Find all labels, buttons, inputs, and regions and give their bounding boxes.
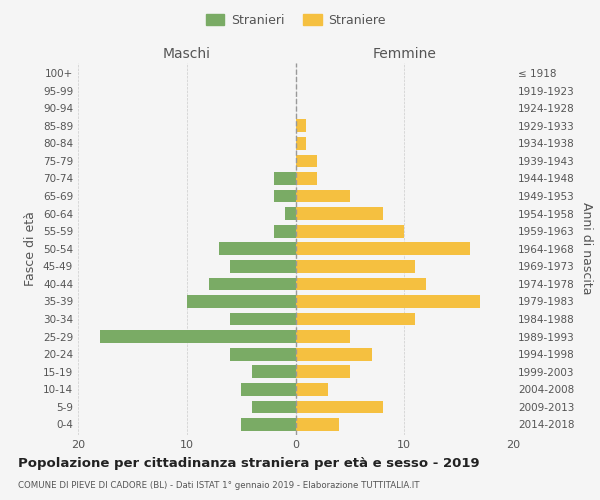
Bar xyxy=(230,260,296,272)
Bar xyxy=(230,312,296,326)
Bar xyxy=(296,400,383,413)
Text: Femmine: Femmine xyxy=(373,46,436,60)
Bar xyxy=(296,120,307,132)
Bar xyxy=(296,154,317,167)
Bar xyxy=(252,400,296,413)
Bar xyxy=(296,278,426,290)
Bar xyxy=(296,225,404,237)
Text: COMUNE DI PIEVE DI CADORE (BL) - Dati ISTAT 1° gennaio 2019 - Elaborazione TUTTI: COMUNE DI PIEVE DI CADORE (BL) - Dati IS… xyxy=(18,481,419,490)
Bar xyxy=(252,366,296,378)
Bar xyxy=(296,312,415,326)
Bar xyxy=(296,172,317,185)
Bar xyxy=(296,366,350,378)
Bar xyxy=(296,383,328,396)
Bar xyxy=(296,208,383,220)
Bar xyxy=(296,137,307,149)
Bar xyxy=(241,383,296,396)
Bar xyxy=(187,295,296,308)
Bar xyxy=(296,242,470,255)
Bar xyxy=(296,295,481,308)
Bar xyxy=(296,260,415,272)
Y-axis label: Fasce di età: Fasce di età xyxy=(25,212,37,286)
Bar xyxy=(209,278,296,290)
Text: Maschi: Maschi xyxy=(163,46,211,60)
Bar xyxy=(296,330,350,343)
Bar xyxy=(100,330,296,343)
Legend: Stranieri, Straniere: Stranieri, Straniere xyxy=(200,9,391,32)
Bar xyxy=(296,190,350,202)
Bar xyxy=(241,418,296,431)
Bar xyxy=(230,348,296,360)
Y-axis label: Anni di nascita: Anni di nascita xyxy=(580,202,593,295)
Bar xyxy=(274,225,296,237)
Text: Popolazione per cittadinanza straniera per età e sesso - 2019: Popolazione per cittadinanza straniera p… xyxy=(18,458,479,470)
Bar xyxy=(220,242,296,255)
Bar xyxy=(284,208,296,220)
Bar xyxy=(274,190,296,202)
Bar xyxy=(274,172,296,185)
Bar xyxy=(296,348,371,360)
Bar xyxy=(296,418,339,431)
